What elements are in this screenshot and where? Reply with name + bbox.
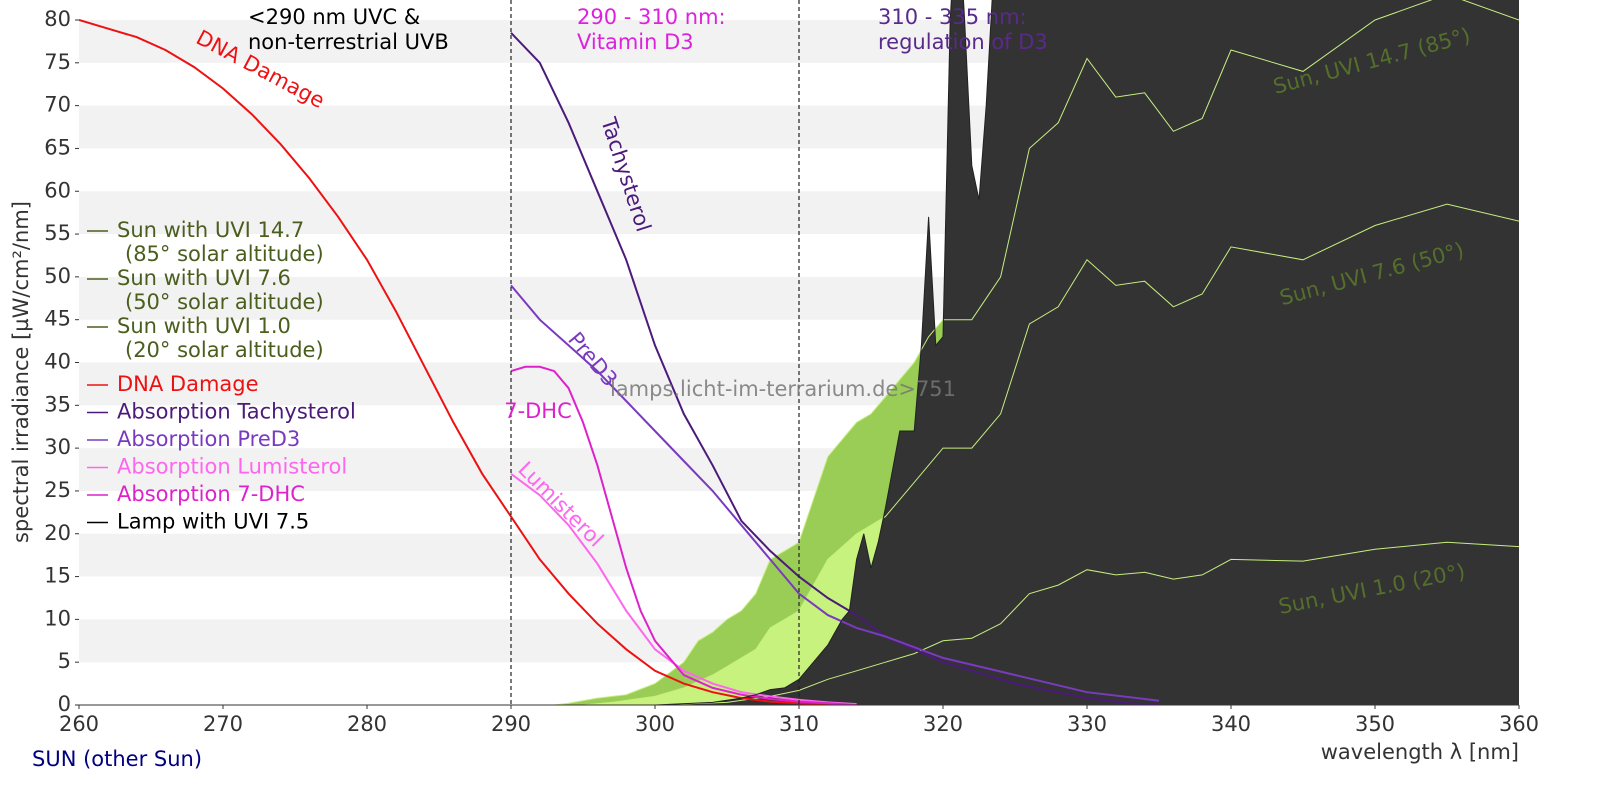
legend-label: Sun with UVI 14.7 <box>117 218 304 242</box>
y-tick-label: 80 <box>44 7 71 31</box>
x-tick-label: 330 <box>1067 712 1107 736</box>
legend-label: Absorption PreD3 <box>117 427 300 451</box>
legend-note: (85° solar altitude) <box>125 242 324 266</box>
area-line <box>554 0 1519 705</box>
y-tick-label: 15 <box>44 564 71 588</box>
y-tick-label: 30 <box>44 435 71 459</box>
footer: SUN (other Sun) <box>32 747 202 771</box>
y-tick-label: 10 <box>44 606 71 630</box>
line <box>79 19 857 705</box>
y-tick-label: 75 <box>44 50 71 74</box>
legend-label: Absorption Tachysterol <box>117 400 356 424</box>
x-tick-label: 310 <box>779 712 819 736</box>
y-tick-label: 55 <box>44 221 71 245</box>
line <box>510 284 1160 702</box>
y-tick-label: 65 <box>44 135 71 159</box>
annotation: Vitamin D3 <box>577 30 694 54</box>
x-tick-label: 270 <box>203 712 243 736</box>
y-tick-label: 60 <box>44 178 71 202</box>
annotation: <290 nm UVC & <box>248 5 420 29</box>
legend-label: Sun with UVI 7.6 <box>117 266 291 290</box>
y-axis-label: spectral irradiance [µW/cm²/nm] <box>9 201 33 543</box>
x-tick-label: 260 <box>59 712 99 736</box>
x-tick-label: 350 <box>1355 712 1395 736</box>
area-line <box>582 203 1519 705</box>
y-tick-label: 45 <box>44 307 71 331</box>
annotation: regulation of D3 <box>878 30 1048 54</box>
y-tick-label: 5 <box>58 649 71 673</box>
x-tick-label: 280 <box>347 712 387 736</box>
plot-area <box>79 0 1519 705</box>
y-tick-label: 50 <box>44 264 71 288</box>
watermark: lamps.licht-im-terrarium.de>751 <box>610 377 956 401</box>
x-tick-label: 340 <box>1211 712 1251 736</box>
y-tick-label: 40 <box>44 350 71 374</box>
x-tick-label: 360 <box>1499 712 1539 736</box>
line <box>510 365 857 705</box>
x-tick-label: 300 <box>635 712 675 736</box>
y-tick-label: 35 <box>44 392 71 416</box>
y-tick-label: 20 <box>44 521 71 545</box>
annotation: 310 - 335 nm: <box>878 5 1027 29</box>
area-line <box>654 0 993 705</box>
area <box>655 0 1519 705</box>
annotation: 290 - 310 nm: <box>577 5 726 29</box>
legend-label: Absorption 7-DHC <box>117 482 305 506</box>
y-tick-label: 25 <box>44 478 71 502</box>
y-tick-label: 0 <box>58 692 71 716</box>
curve-label: 7-DHC <box>504 399 572 423</box>
legend-note: (50° solar altitude) <box>125 290 324 314</box>
x-tick-label: 290 <box>491 712 531 736</box>
legend-label: DNA Damage <box>117 372 259 396</box>
y-tick-label: 70 <box>44 93 71 117</box>
x-axis-label: wavelength λ [nm] <box>1321 740 1519 764</box>
area-line <box>654 541 1519 705</box>
legend-label: Sun with UVI 1.0 <box>117 314 291 338</box>
legend-note: (20° solar altitude) <box>125 338 324 362</box>
legend-label: Absorption Lumisterol <box>117 455 347 479</box>
line <box>510 472 857 705</box>
annotation: non-terrestrial UVB <box>248 30 449 54</box>
legend-label: Lamp with UVI 7.5 <box>117 510 309 534</box>
x-tick-label: 320 <box>923 712 963 736</box>
line <box>510 32 1160 705</box>
